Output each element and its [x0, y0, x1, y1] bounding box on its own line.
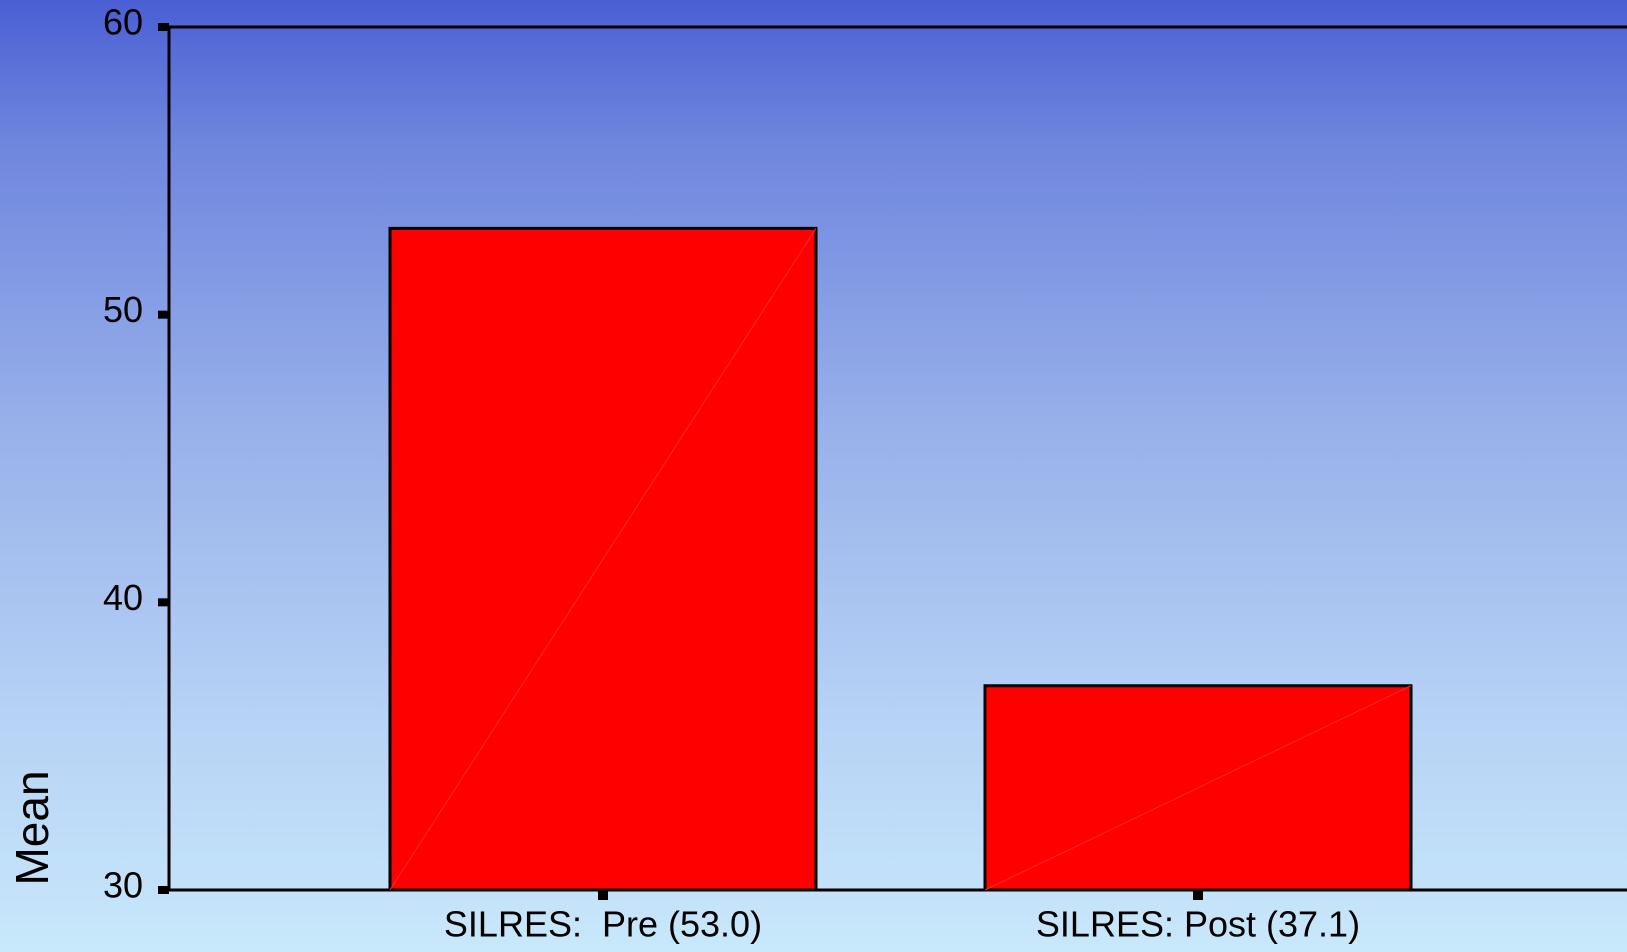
bar-shading	[984, 685, 1412, 891]
y-tick	[158, 23, 169, 31]
x-tick-label: SILRES: Pre (53.0)	[444, 904, 762, 945]
x-tick	[1193, 890, 1203, 900]
x-tick-label: SILRES: Post (37.1)	[1036, 904, 1360, 945]
y-tick-label: 50	[103, 289, 143, 330]
x-tick	[598, 890, 608, 900]
bar-shading	[389, 228, 817, 891]
y-axis-label: Mean	[6, 770, 58, 885]
y-tick-label: 60	[103, 2, 143, 43]
y-tick	[158, 598, 169, 607]
y-tick-label: 30	[103, 865, 143, 906]
y-tick-label: 40	[103, 577, 143, 618]
y-tick	[158, 310, 169, 319]
y-tick	[158, 886, 169, 894]
